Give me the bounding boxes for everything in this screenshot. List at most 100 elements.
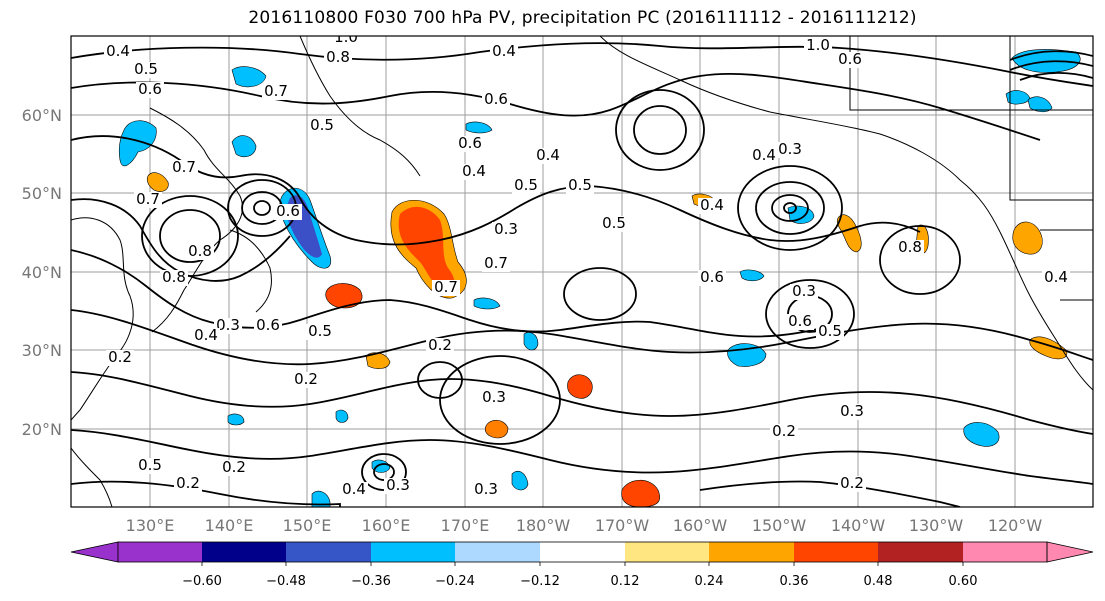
contour-label: 0.6 bbox=[276, 202, 300, 220]
longitude-tick-label: 120°W bbox=[988, 516, 1043, 535]
contour-label: 0.6 bbox=[256, 316, 280, 334]
colorbar-segment bbox=[794, 542, 878, 562]
negative-anomaly-blob bbox=[118, 120, 157, 167]
latitude-tick-label: 60°N bbox=[22, 106, 62, 125]
latitude-tick-label: 30°N bbox=[22, 341, 62, 360]
colorbar-segment bbox=[709, 542, 794, 562]
map-title: 2016110800 F030 700 hPa PV, precipitatio… bbox=[248, 8, 917, 28]
contour-label: 0.2 bbox=[108, 348, 132, 366]
contour-label: 0.6 bbox=[788, 312, 812, 330]
contour-label: 0.6 bbox=[458, 134, 482, 152]
colorbar-segment bbox=[963, 542, 1047, 562]
longitude-tick-label: 130°E bbox=[126, 516, 175, 535]
colorbar-segment bbox=[540, 542, 625, 562]
contour-label: 0.2 bbox=[176, 474, 200, 492]
negative-anomaly-blob bbox=[963, 422, 1000, 447]
negative-anomaly-blob bbox=[231, 66, 267, 88]
negative-anomaly-blob bbox=[511, 471, 529, 491]
negative-anomaly-blob bbox=[739, 269, 765, 282]
contour-label: 0.7 bbox=[172, 158, 196, 176]
contour-label: 0.3 bbox=[840, 402, 864, 420]
colorbar-tick-label: −0.24 bbox=[435, 574, 475, 589]
contour-label: 0.4 bbox=[462, 162, 486, 180]
longitude-tick-label: 150°W bbox=[752, 516, 807, 535]
contour-label: 0.3 bbox=[778, 140, 802, 158]
longitude-tick-label: 170°W bbox=[595, 516, 650, 535]
colorbar: −0.60 −0.48 −0.36 −0.24 −0.12 0.12 0.24 0.36 0.4… bbox=[70, 541, 1094, 589]
contour-label: 0.4 bbox=[1044, 268, 1068, 286]
positive-anomaly-blob bbox=[146, 172, 169, 192]
contour-label: 0.8 bbox=[898, 238, 922, 256]
contour-label: 0.3 bbox=[216, 316, 240, 334]
latitude-tick-label: 50°N bbox=[22, 184, 62, 203]
colorbar-tick-label: −0.60 bbox=[182, 574, 222, 589]
negative-anomaly-blob bbox=[231, 135, 257, 158]
contour-label: 0.4 bbox=[700, 196, 724, 214]
contour-label: 0.2 bbox=[294, 370, 318, 388]
colorbar-segment bbox=[371, 542, 455, 562]
colorbar-segment bbox=[878, 542, 963, 562]
contour-label: 0.2 bbox=[840, 474, 864, 492]
longitude-tick-label: 130°W bbox=[909, 516, 964, 535]
contour-label: 0.5 bbox=[568, 176, 592, 194]
contour-label: 0.5 bbox=[138, 456, 162, 474]
contour-label: 0.7 bbox=[484, 254, 508, 272]
positive-anomaly-blob bbox=[567, 374, 593, 399]
longitude-tick-label: 150°E bbox=[283, 516, 332, 535]
contour-label: 0.8 bbox=[188, 242, 212, 260]
contour-label: 0.5 bbox=[310, 116, 334, 134]
colorbar-tick-label: 0.36 bbox=[780, 574, 809, 589]
negative-anomaly-blob bbox=[227, 413, 245, 426]
longitude-tick-label: 180°W bbox=[516, 516, 571, 535]
positive-anomaly-blob bbox=[836, 214, 862, 253]
contour-label: 0.7 bbox=[434, 278, 458, 296]
negative-anomaly-blob bbox=[311, 490, 331, 507]
map-frame bbox=[70, 35, 1094, 508]
colorbar-tick-label: −0.36 bbox=[351, 574, 391, 589]
pv-contours bbox=[71, 42, 1093, 507]
contour-label: 0.4 bbox=[194, 326, 218, 344]
contour-label: 0.4 bbox=[492, 42, 516, 60]
contour-label: 0.7 bbox=[264, 82, 288, 100]
latitude-tick-label: 40°N bbox=[22, 263, 62, 282]
contour-label: 0.5 bbox=[818, 322, 842, 340]
colorbar-frame bbox=[117, 541, 1048, 563]
contour-label: 0.6 bbox=[484, 90, 508, 108]
precip-shading bbox=[118, 49, 1081, 507]
colorbar-extend-max bbox=[1046, 541, 1094, 563]
contour-label: 0.3 bbox=[474, 480, 498, 498]
contour-label: 0.2 bbox=[428, 336, 452, 354]
contour-label: 0.5 bbox=[514, 176, 538, 194]
contour-label: 0.5 bbox=[602, 214, 626, 232]
colorbar-tick-label: 0.60 bbox=[949, 574, 978, 589]
contour-label: 0.2 bbox=[222, 458, 246, 476]
contour-label: 0.3 bbox=[386, 476, 410, 494]
longitude-tick-label: 170°E bbox=[441, 516, 490, 535]
latitude-tick-label: 20°N bbox=[22, 420, 62, 439]
contour-label: 0.8 bbox=[162, 268, 186, 286]
longitude-tick-label: 140°W bbox=[831, 516, 886, 535]
colorbar-tick-label: 0.12 bbox=[611, 574, 640, 589]
colorbar-segment bbox=[202, 542, 286, 562]
colorbar-segment bbox=[118, 542, 202, 562]
contour-label: 0.5 bbox=[308, 322, 332, 340]
contour-label: 0.3 bbox=[792, 282, 816, 300]
contour-label: 0.6 bbox=[138, 80, 162, 98]
contour-label: 0.7 bbox=[136, 190, 160, 208]
negative-anomaly-blob bbox=[335, 409, 349, 423]
contour-label: 0.4 bbox=[342, 480, 366, 498]
positive-anomaly-blob bbox=[1012, 221, 1043, 255]
contour-label: 0.4 bbox=[536, 146, 560, 164]
contour-label: 1.0 bbox=[806, 36, 830, 54]
colorbar-extend-min bbox=[70, 541, 119, 563]
positive-anomaly-blob bbox=[484, 419, 509, 439]
colorbar-segment bbox=[455, 542, 540, 562]
contour-label: 0.2 bbox=[772, 422, 796, 440]
longitude-labels: 130°E 140°E 150°E 160°E 170°E 180°W 170°W 160°W… bbox=[126, 516, 1043, 535]
contour-label: 1.0 bbox=[334, 28, 358, 46]
colorbar-tick-label: 0.48 bbox=[864, 574, 893, 589]
longitude-tick-label: 160°E bbox=[362, 516, 411, 535]
negative-anomaly-blob bbox=[473, 297, 501, 310]
colorbar-tick-label: 0.24 bbox=[695, 574, 724, 589]
